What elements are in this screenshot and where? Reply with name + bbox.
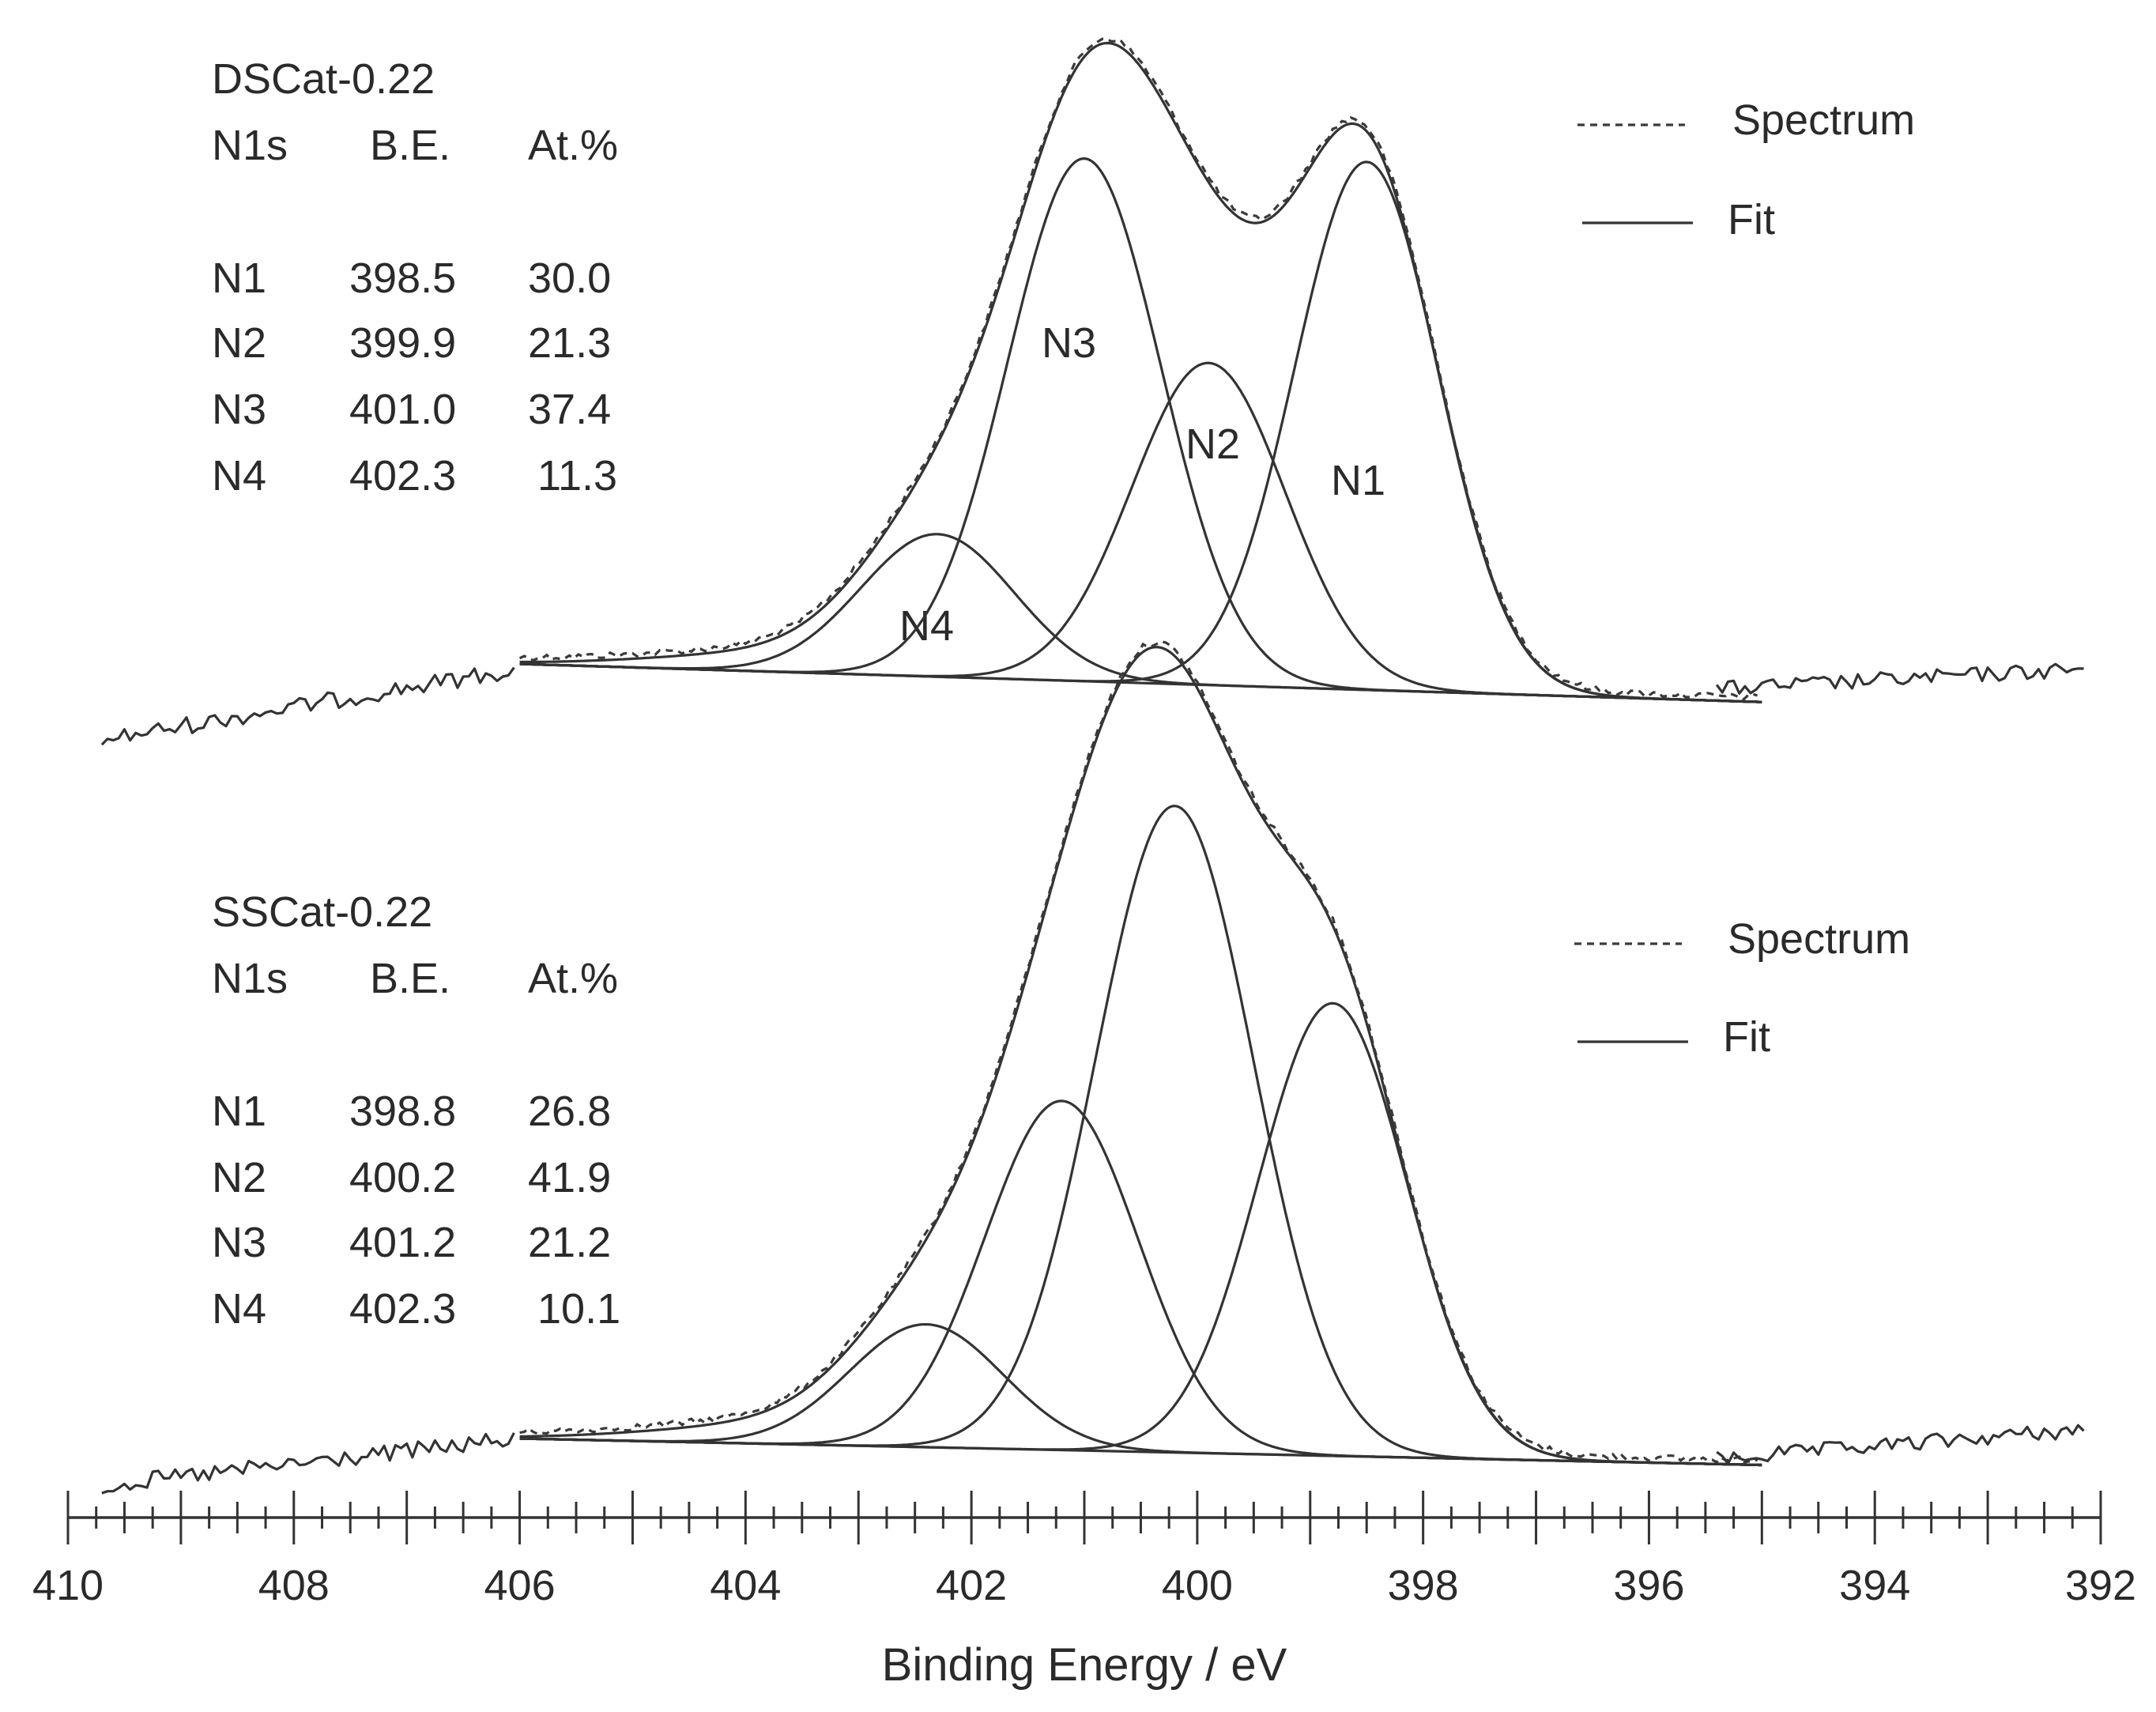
table-header-cell: N1s (212, 122, 288, 169)
panel-curves (100, 37, 2084, 746)
legend-label: Spectrum (1728, 915, 1910, 963)
component-peak-N4 (519, 533, 1762, 703)
table-header-cell: B.E. (370, 955, 450, 1002)
table-cell: 398.5 (349, 255, 456, 302)
legend-label: Fit (1723, 1013, 1770, 1061)
table-cell: 398.8 (349, 1088, 456, 1135)
table-cell: 21.2 (528, 1219, 611, 1266)
tick-label: 392 (2065, 1562, 2136, 1609)
table-cell: 401.2 (349, 1219, 456, 1266)
fit-envelope (519, 646, 1762, 1467)
table-cell: N4 (212, 452, 266, 500)
x-axis: 410 408 406 404 402 400 398 396 394 392 Binding E… (32, 1491, 2136, 1691)
table-header-cell: B.E. (370, 122, 450, 169)
curves (100, 37, 2085, 1495)
table-header-cell: At.% (528, 955, 618, 1002)
panel-title: DSCat-0.22 (212, 55, 435, 103)
peak-label: N4 (899, 602, 954, 650)
tick-label: 396 (1613, 1562, 1684, 1609)
tick-labels: 410 408 406 404 402 400 398 396 394 392 (32, 1562, 2136, 1609)
tick-label: 394 (1839, 1562, 1910, 1609)
table-cell: N1 (212, 255, 266, 302)
fit-envelope (519, 41, 1762, 703)
peak-label: N2 (1185, 420, 1240, 468)
table-cell: 400.2 (349, 1154, 456, 1201)
peak-label: N1 (1331, 457, 1385, 504)
tick-label: 398 (1388, 1562, 1459, 1609)
table-cell: 21.3 (528, 319, 611, 367)
table-cell: 402.3 (349, 452, 456, 500)
spectrum-measured (518, 37, 1758, 701)
spectrum-left-tail (100, 666, 515, 746)
table-cell: 30.0 (528, 255, 611, 302)
legend: Spectrum Fit (1577, 96, 1915, 243)
table-cell: 41.9 (528, 1154, 611, 1201)
tick-marks (66, 1491, 2102, 1544)
table-cell: 26.8 (528, 1088, 611, 1135)
background-line (519, 662, 1762, 703)
spectrum-left-tail (101, 1432, 515, 1495)
panel-top: DSCat-0.22 N1s B.E. At.% N1 398.5 30.0 N… (212, 55, 1915, 650)
table-cell: N3 (212, 1219, 266, 1266)
background-line (519, 1437, 1762, 1467)
table-cell: N2 (212, 319, 266, 367)
component-peak-N2 (519, 805, 1762, 1467)
legend-label: Spectrum (1732, 96, 1915, 144)
legend-label: Fit (1728, 196, 1775, 243)
composition-table: N1s B.E. At.% N1 398.8 26.8 N2 400.2 41.… (212, 955, 620, 1333)
composition-table: N1s B.E. At.% N1 398.5 30.0 N2 399.9 21.… (212, 122, 618, 500)
tick-label: 404 (710, 1562, 781, 1609)
component-peak-N4 (519, 1323, 1762, 1467)
table-cell: N4 (212, 1285, 266, 1333)
tick-label: 406 (484, 1562, 556, 1609)
table-cell: N1 (212, 1088, 266, 1135)
tick-label: 408 (258, 1562, 330, 1609)
peak-label: N3 (1042, 319, 1096, 367)
table-cell: 401.0 (349, 386, 456, 433)
table-cell: 399.9 (349, 319, 456, 367)
peak-labels: N3 N2 N1 N4 (899, 319, 1385, 650)
component-peak-N3 (519, 157, 1762, 703)
tick-label: 402 (936, 1562, 1007, 1609)
legend: Spectrum Fit (1574, 915, 1910, 1061)
spectrum-measured (519, 640, 1758, 1465)
panel-bottom: SSCat-0.22 N1s B.E. At.% N1 398.8 26.8 N… (212, 888, 1910, 1333)
tick-label: 410 (32, 1562, 104, 1609)
table-cell: N2 (212, 1154, 266, 1201)
component-peak-N1 (519, 160, 1762, 703)
spectrum-right-tail (1716, 1424, 2085, 1465)
table-cell: 37.4 (528, 386, 611, 433)
panel-title: SSCat-0.22 (212, 888, 432, 936)
component-peak-N3 (519, 1099, 1762, 1467)
x-axis-title: Binding Energy / eV (882, 1639, 1287, 1691)
component-peak-N1 (519, 1001, 1762, 1467)
spectrum-right-tail (1715, 662, 2084, 695)
table-cell: N3 (212, 386, 266, 433)
table-header-cell: At.% (528, 122, 618, 169)
tick-label: 400 (1162, 1562, 1233, 1609)
table-cell: 402.3 (349, 1285, 456, 1333)
table-cell: 11.3 (537, 452, 617, 500)
table-header-cell: N1s (212, 955, 288, 1002)
table-cell: 10.1 (537, 1285, 620, 1333)
panel-curves (101, 640, 2085, 1495)
